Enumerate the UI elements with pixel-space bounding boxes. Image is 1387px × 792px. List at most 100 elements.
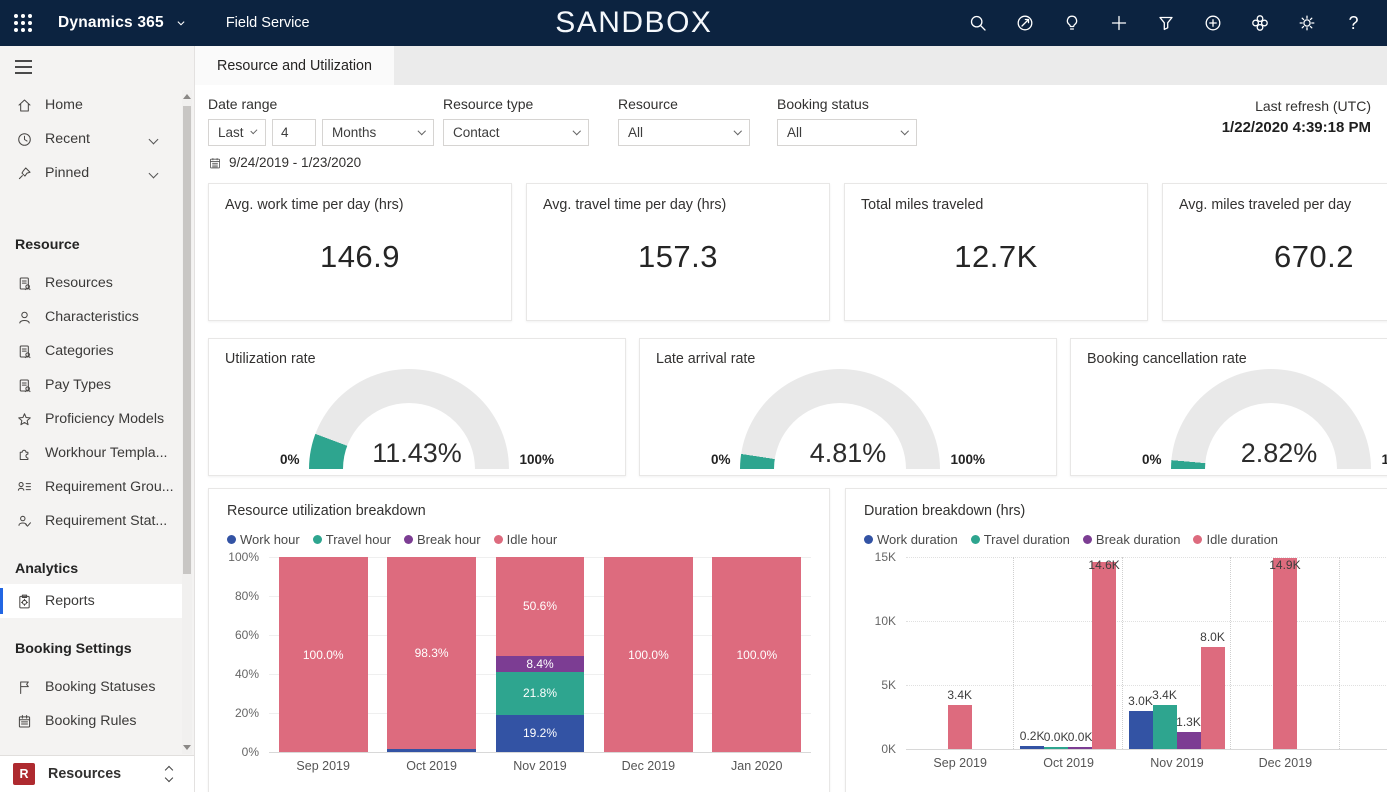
chevron-down-icon[interactable] (148, 130, 159, 148)
bar-segment[interactable]: 21.8% (495, 672, 585, 715)
chevron-down-icon[interactable] (174, 16, 188, 30)
category-slot (1340, 557, 1387, 749)
app-launcher-waffle-icon[interactable] (0, 0, 46, 46)
date-range-unit-select[interactable]: Months (322, 119, 434, 146)
sidebar-item-pinned[interactable]: Pinned (0, 156, 183, 190)
scrollbar-down-arrow[interactable] (183, 745, 191, 750)
kpi-title: Avg. travel time per day (hrs) (543, 197, 727, 213)
bar-segment[interactable]: 19.2% (495, 714, 585, 752)
help-icon[interactable]: ? (1348, 12, 1359, 33)
gauge-title: Booking cancellation rate (1087, 351, 1247, 367)
date-range-period-select[interactable]: Last (208, 119, 266, 146)
search-icon[interactable] (958, 4, 997, 43)
y-axis-tick: 40% (234, 667, 259, 681)
legend-item[interactable]: Travel hour (312, 532, 391, 547)
legend-item[interactable]: Idle hour (493, 532, 557, 547)
bar-column: 0.0K (1044, 557, 1068, 749)
bar-segment[interactable]: 100.0% (712, 557, 802, 752)
settings-gear-icon[interactable] (1287, 4, 1326, 43)
booking-status-select[interactable]: All (777, 119, 917, 146)
sidebar-item-booking-statuses[interactable]: Booking Statuses (0, 670, 183, 704)
sidebar-item-reports[interactable]: Reports (0, 584, 183, 618)
area-label[interactable]: Field Service (225, 15, 310, 31)
select-value: Last (218, 125, 244, 140)
stacked-bar[interactable]: 19.2% 21.8% 8.4% 50.6% (495, 557, 585, 752)
scrollbar-thumb[interactable] (183, 106, 191, 574)
kpi-value: 670.2 (1273, 239, 1355, 274)
sidebar-item-resources[interactable]: Resources (0, 266, 183, 300)
bar-segment[interactable]: 100.0% (603, 557, 693, 752)
tab-resource-and-utilization[interactable]: Resource and Utilization (195, 46, 394, 85)
stacked-bar[interactable]: 100.0% (278, 557, 368, 752)
bar[interactable] (1152, 705, 1177, 749)
environment-banner-wrap: SANDBOX (310, 6, 958, 40)
sidebar-item-categories[interactable]: Categories (0, 334, 183, 368)
sidebar-item-recent[interactable]: Recent (0, 122, 183, 156)
sidebar-item-label: Home (45, 97, 83, 113)
sidebar-item-pay-types[interactable]: Pay Types (0, 368, 183, 402)
bar[interactable] (1272, 558, 1297, 749)
sidebar-item-requirement-groups[interactable]: Requirement Grou... (0, 470, 183, 504)
bar-group: 0.2K 0.0K 0.0K 14.6K (1014, 557, 1121, 749)
gauge-arc[interactable] (309, 369, 510, 469)
resource-type-select[interactable]: Contact (443, 119, 589, 146)
legend-label: Work duration (877, 532, 958, 547)
resource-select[interactable]: All (618, 119, 750, 146)
sidebar-item-characteristics[interactable]: Characteristics (0, 300, 183, 334)
bar[interactable] (1044, 747, 1069, 749)
bar[interactable] (1020, 746, 1045, 749)
bar[interactable] (947, 705, 972, 749)
select-value: All (787, 125, 803, 140)
filter-funnel-icon[interactable] (1146, 4, 1185, 43)
scrollbar-up-arrow[interactable] (183, 94, 191, 99)
quick-launch-target-icon[interactable] (1005, 4, 1044, 43)
sidebar-scrollbar[interactable] (182, 90, 192, 754)
sidebar-scroll-region: Home Recent Pinned Resource (0, 88, 194, 756)
topbar-icon-group: ? (958, 4, 1387, 43)
legend-item[interactable]: Work hour (227, 532, 300, 547)
bar[interactable] (1068, 747, 1093, 749)
bar-segment[interactable]: 100.0% (278, 557, 368, 752)
bar[interactable] (1092, 562, 1117, 749)
bar-segment[interactable] (387, 748, 477, 752)
bar[interactable] (1128, 710, 1153, 749)
legend-item[interactable]: Work duration (864, 532, 958, 547)
app-name[interactable]: Dynamics 365 (58, 14, 164, 31)
gauge-arc[interactable] (740, 369, 941, 469)
legend-item[interactable]: Break duration (1082, 532, 1180, 547)
sidebar-item-proficiency-models[interactable]: Proficiency Models (0, 402, 183, 436)
sidebar-item-home[interactable]: Home (0, 88, 183, 122)
filter-label: Booking status (777, 96, 869, 112)
sidebar-item-workhour-templates[interactable]: Workhour Templa... (0, 436, 183, 470)
date-range-count-input[interactable] (272, 119, 316, 146)
gauge-min-label: 0% (279, 452, 300, 467)
lightbulb-icon[interactable] (1052, 4, 1091, 43)
chevron-down-icon[interactable] (148, 164, 159, 182)
area-switcher[interactable]: R Resources (0, 755, 194, 792)
stacked-bar[interactable]: 100.0% (603, 557, 693, 752)
settings-flower-icon[interactable] (1240, 4, 1279, 43)
new-record-plus-icon[interactable] (1099, 4, 1138, 43)
bar-segment[interactable]: 98.3% (387, 557, 477, 749)
bar-segment[interactable]: 50.6% (495, 557, 585, 656)
bar-segment[interactable]: 8.4% (495, 655, 585, 673)
category-slot: 100.0% (703, 557, 811, 752)
sidebar-item-booking-rules[interactable]: Booking Rules (0, 704, 183, 738)
gauge-visual: 0% 100% 11.43% (225, 369, 609, 469)
add-circle-icon[interactable] (1193, 4, 1232, 43)
legend-item[interactable]: Break hour (404, 532, 481, 547)
gauge-arc[interactable] (1171, 369, 1372, 469)
stacked-bar[interactable]: 100.0% (712, 557, 802, 752)
bar[interactable] (1200, 646, 1225, 749)
bar-data-label: 0.0K (1043, 730, 1069, 744)
hamburger-menu-icon[interactable] (0, 46, 46, 88)
person-list-icon (15, 478, 33, 496)
gauge-value: 2.82% (1240, 438, 1318, 468)
legend-item[interactable]: Travel duration (970, 532, 1070, 547)
legend-item[interactable]: Idle duration (1193, 532, 1278, 547)
gauge-card-booking-cancellation-rate: Booking cancellation rate 0% 100% 2.82% (1070, 338, 1387, 476)
stacked-bar[interactable]: 98.3% (387, 557, 477, 752)
bar[interactable] (1176, 732, 1201, 749)
sidebar-item-requirement-statuses[interactable]: Requirement Stat... (0, 504, 183, 538)
bar-group: 14.9K (1231, 557, 1338, 749)
